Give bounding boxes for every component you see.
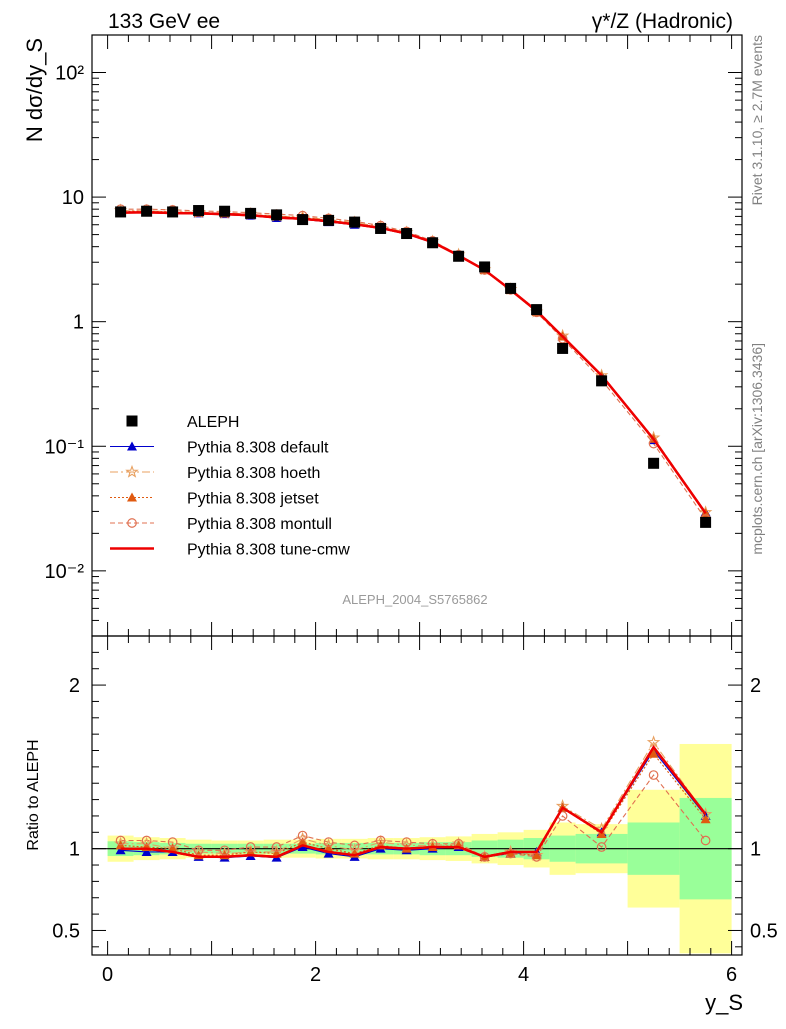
x-tick-label: 4 [518, 964, 529, 986]
legend-label: Pythia 8.308 tune-cmw [187, 542, 350, 559]
data-point [596, 375, 608, 387]
ratio-series-marker [700, 814, 711, 824]
ratio-frame [91, 635, 743, 956]
main-y-tick-label: 1 [73, 312, 84, 334]
ratio-series-marker [141, 835, 152, 846]
ratio-series-marker [297, 830, 308, 841]
data-point [401, 228, 413, 240]
data-point [297, 214, 309, 226]
ratio-series-marker [596, 842, 607, 852]
legend-marker [125, 464, 139, 478]
data-point [505, 282, 517, 294]
x-tick-label: 0 [102, 964, 113, 986]
ratio-y-tick-label-right: 1 [750, 839, 761, 861]
ratio-y-tick-label-left: 0.5 [52, 920, 80, 942]
data-point [531, 304, 543, 316]
x-axis-label: y_S [705, 990, 743, 1015]
ratio-series-marker [219, 845, 230, 856]
main-title-left: 133 GeV ee [108, 10, 220, 33]
data-point [245, 207, 257, 219]
ratio-panel: 0.5 0.5 1 1 2 2 0 2 4 6 [52, 635, 778, 986]
ratio-y-axis-label: Ratio to ALEPH [25, 739, 42, 850]
ratio-series-marker [193, 845, 204, 856]
data-point [453, 250, 465, 262]
ratio-series-marker [648, 770, 659, 780]
ratio-series-marker [349, 840, 360, 851]
side-text-rivet: Rivet 3.1.10, ≥ 2.7M events [749, 35, 765, 205]
data-point [648, 457, 660, 469]
data-point [375, 222, 387, 234]
main-y-tick-label: 10 [62, 187, 84, 209]
ratio-series-line-top [120, 745, 707, 859]
data-point [219, 205, 231, 217]
ratio-series-marker [245, 842, 256, 852]
ratio-y-tick-label-left: 1 [69, 839, 80, 861]
main-panel: 10⁻² 10⁻¹ 1 10 10² [45, 34, 743, 637]
legend-marker [127, 518, 137, 528]
data-point [557, 342, 569, 354]
ratio-series-line [120, 741, 707, 858]
data-point [193, 205, 205, 217]
legend: ALEPH Pythia 8.308 default Pythia 8.308 ho… [110, 414, 350, 559]
x-tick-label: 6 [726, 964, 737, 986]
legend-label: ALEPH [187, 414, 239, 431]
ratio-series-marker [141, 846, 152, 856]
legend-label: Pythia 8.308 default [187, 440, 329, 457]
data-point [167, 206, 179, 218]
ratio-series-marker [167, 837, 178, 847]
main-y-axis-label: N dσ/dy_S [22, 38, 47, 142]
legend-marker [127, 492, 137, 502]
ratio-series-marker [531, 850, 542, 860]
ratio-y-tick-label-right: 2 [750, 675, 761, 697]
x-tick-label: 2 [310, 964, 321, 986]
watermark-analysis-id: ALEPH_2004_S5765862 [342, 592, 487, 607]
ratio-series-marker [375, 835, 386, 846]
main-y-tick-label: 10⁻² [45, 561, 85, 583]
ratio-series-marker [115, 835, 126, 846]
data-point [479, 261, 491, 273]
data-point [323, 214, 335, 226]
legend-marker [126, 415, 138, 427]
ratio-series-marker [401, 837, 412, 847]
legend-marker [127, 441, 137, 451]
data-point [700, 516, 712, 528]
main-y-tick-label: 10² [55, 63, 84, 85]
data-point [115, 206, 127, 218]
data-point [349, 216, 361, 228]
ratio-series-marker [700, 835, 711, 846]
ratio-series-marker [271, 842, 282, 852]
legend-label: Pythia 8.308 montull [187, 516, 332, 533]
legend-label: Pythia 8.308 jetset [187, 491, 319, 508]
main-y-tick-label: 10⁻¹ [45, 436, 85, 458]
side-text-mcplots: mcplots.cern.ch [arXiv:1306.3436] [749, 343, 765, 555]
data-point [427, 237, 439, 249]
ratio-y-tick-label-left: 2 [69, 675, 80, 697]
data-point [141, 205, 153, 217]
ratio-series-marker [297, 837, 308, 847]
legend-label: Pythia 8.308 hoeth [187, 465, 320, 482]
ratio-series-marker [648, 748, 659, 758]
ratio-series-marker [323, 837, 334, 847]
ratio-y-tick-label-right: 0.5 [750, 920, 778, 942]
ratio-series-marker [646, 735, 661, 749]
main-title-right: γ*/Z (Hadronic) [592, 10, 733, 33]
data-point [271, 209, 283, 221]
